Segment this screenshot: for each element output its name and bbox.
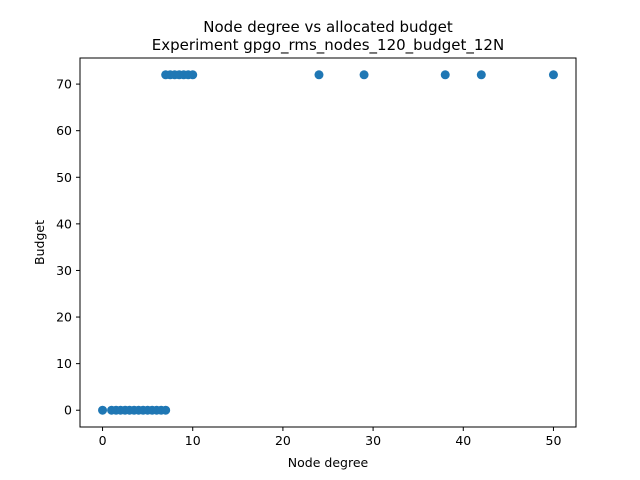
- x-tick-label: 20: [275, 433, 291, 448]
- y-tick-label: 30: [56, 263, 72, 278]
- chart-title: Node degree vs allocated budget: [203, 18, 453, 36]
- x-tick-label: 0: [99, 433, 107, 448]
- y-tick-label: 0: [64, 403, 72, 418]
- y-tick-label: 20: [56, 310, 72, 325]
- y-axis-ticks: 0 10 20 30 40 50 60 70: [56, 77, 80, 418]
- chart-subtitle: Experiment gpgo_rms_nodes_120_budget_12N: [152, 36, 504, 55]
- x-tick-label: 30: [365, 433, 381, 448]
- data-point: [359, 70, 369, 80]
- y-tick-label: 50: [56, 170, 72, 185]
- data-point: [314, 70, 324, 80]
- y-tick-label: 70: [56, 77, 72, 92]
- x-axis-ticks: 0 10 20 30 40 50: [99, 427, 562, 448]
- y-tick-label: 60: [56, 123, 72, 138]
- data-point: [476, 70, 486, 80]
- data-point: [98, 405, 108, 415]
- y-tick-label: 10: [56, 356, 72, 371]
- y-axis-label: Budget: [32, 220, 47, 265]
- data-point: [548, 70, 558, 80]
- plot-area-frame: [79, 57, 577, 428]
- data-points: [98, 70, 558, 415]
- x-axis-label: Node degree: [288, 455, 369, 470]
- x-tick-label: 50: [546, 433, 562, 448]
- y-tick-label: 40: [56, 216, 72, 231]
- data-point: [188, 70, 198, 80]
- x-tick-label: 40: [455, 433, 471, 448]
- x-tick-label: 10: [185, 433, 201, 448]
- data-point: [440, 70, 450, 80]
- data-point: [161, 405, 171, 415]
